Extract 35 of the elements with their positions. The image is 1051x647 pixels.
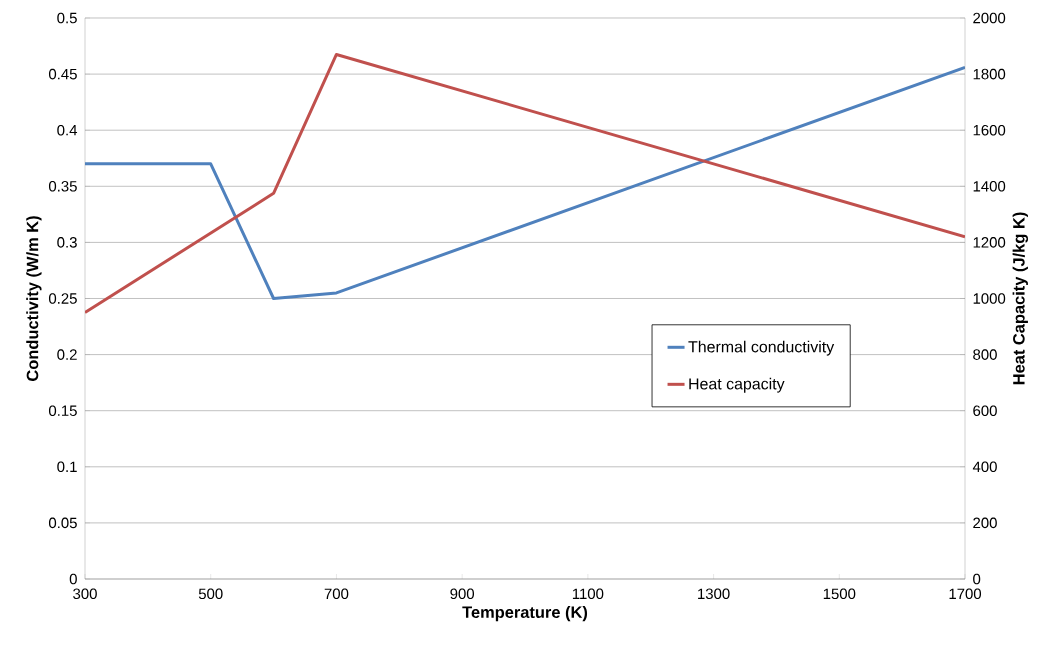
x-tick-label: 500 bbox=[198, 588, 223, 600]
y-tick-label: 0 bbox=[69, 573, 77, 585]
y-tick-label: 0.3 bbox=[57, 237, 77, 248]
y2-tick-label: 1600 bbox=[973, 124, 1006, 136]
y-tick-label: 0.4 bbox=[57, 124, 78, 136]
y2-tick-label: 1800 bbox=[973, 68, 1006, 80]
y2-tick-label: 2000 bbox=[973, 12, 1006, 24]
y2-axis-title: Heat Capacity (J/kg K) bbox=[1012, 212, 1029, 385]
x-tick-label: 700 bbox=[324, 588, 349, 600]
y-tick-label: 0.15 bbox=[48, 405, 77, 416]
y2-tick-label: 200 bbox=[973, 517, 997, 529]
legend-label: Thermal conductivity bbox=[688, 340, 835, 356]
y-tick-label: 0.25 bbox=[48, 293, 77, 304]
y2-tick-label: 800 bbox=[973, 349, 997, 360]
x-axis-title: Temperature (K) bbox=[462, 605, 588, 622]
x-tick-label: 1300 bbox=[698, 588, 730, 600]
y2-tick-label: 600 bbox=[973, 405, 997, 416]
y2-tick-label: 0 bbox=[973, 573, 981, 585]
y2-tick-label: 1000 bbox=[973, 293, 1006, 304]
y-tick-label: 0.5 bbox=[57, 12, 77, 24]
y2-tick-label: 1200 bbox=[973, 237, 1006, 248]
y2-tick-label: 400 bbox=[972, 461, 997, 473]
x-tick-label: 1500 bbox=[823, 588, 856, 600]
y-tick-label: 0.2 bbox=[57, 349, 77, 360]
x-tick-label: 1700 bbox=[949, 588, 982, 600]
x-tick-label: 900 bbox=[450, 588, 475, 600]
y-tick-label: 0.1 bbox=[57, 461, 77, 473]
y-tick-label: 0.05 bbox=[48, 517, 77, 529]
y-axis-title: Conductivity (W/m K) bbox=[26, 216, 42, 381]
y2-tick-label: 1400 bbox=[973, 181, 1006, 192]
y-tick-label: 0.45 bbox=[48, 68, 77, 80]
y-tick-label: 0.35 bbox=[48, 181, 77, 192]
legend-label: Heat capacity bbox=[689, 377, 785, 393]
x-tick-label: 1100 bbox=[572, 588, 604, 600]
x-tick-label: 300 bbox=[73, 588, 97, 600]
